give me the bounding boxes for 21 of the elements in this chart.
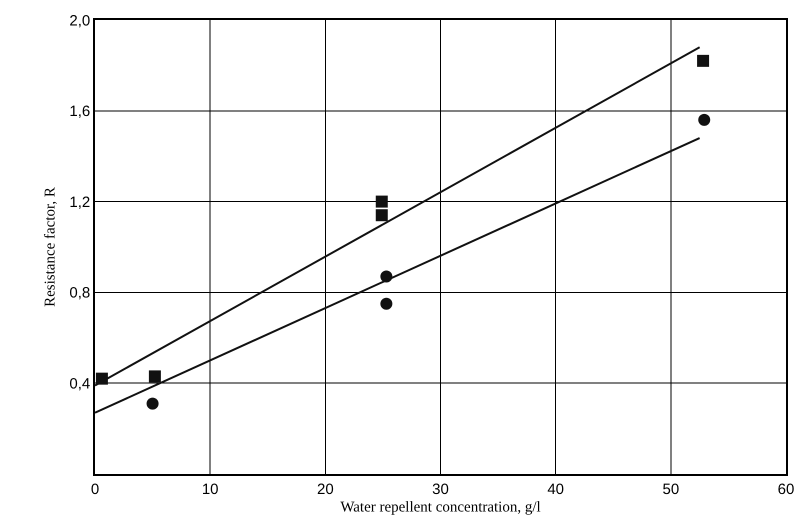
x-tick-label: 20 [316,480,334,498]
y-tick-label: 1,2 [69,194,90,211]
point [376,209,388,222]
x-tick-label: 50 [662,480,680,498]
x-tick-label: 60 [778,480,794,498]
point [376,196,388,208]
point [380,298,392,310]
x-tick-label: 0 [90,480,100,498]
x-tick-label: 10 [202,480,219,498]
y-tick-label: 0,4 [69,375,90,392]
x-tick-label: 30 [432,480,449,498]
point [697,54,710,67]
point [146,398,159,410]
y-tick-label: 0,8 [69,284,90,302]
x-tick-label: 40 [547,480,564,498]
point [148,370,161,382]
point [698,114,710,126]
y-tick-label: 2,0 [69,12,90,30]
y-axis-title: Resistance factor, R [42,187,58,307]
y-tick-label: 1,6 [69,103,90,120]
x-axis-title: Water repellent concentration, g/l [340,499,541,516]
